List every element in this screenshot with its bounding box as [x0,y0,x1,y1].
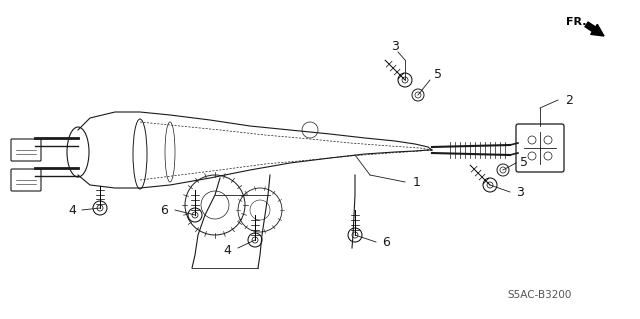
Text: 3: 3 [516,186,524,198]
Text: FR.: FR. [566,17,586,27]
Text: 6: 6 [382,235,390,249]
Polygon shape [591,24,604,36]
Text: 4: 4 [223,243,231,256]
Text: 3: 3 [391,41,399,54]
Text: 5: 5 [520,157,528,169]
Text: 5: 5 [434,69,442,81]
Text: S5AC-B3200: S5AC-B3200 [508,290,572,300]
Text: 1: 1 [413,175,421,189]
Text: 2: 2 [565,93,573,107]
Text: 6: 6 [160,204,168,217]
Text: 4: 4 [68,204,76,217]
